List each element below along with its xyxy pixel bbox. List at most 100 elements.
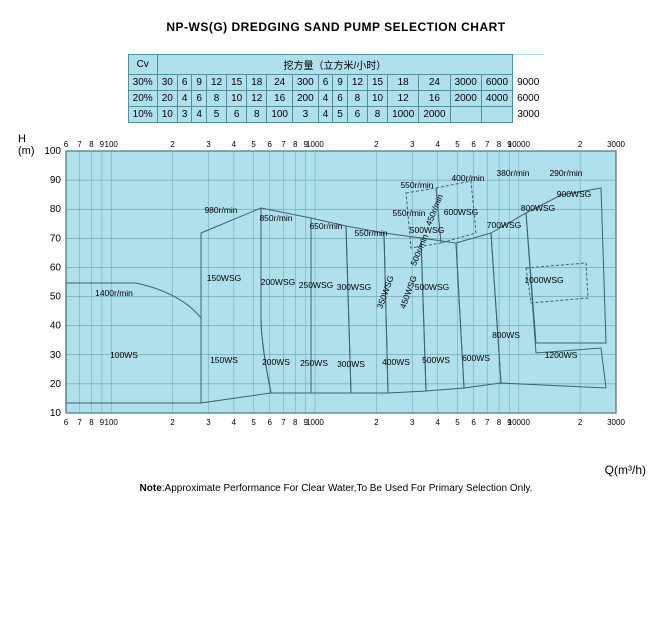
data-cell: 5 — [206, 107, 226, 123]
svg-text:10000: 10000 — [508, 140, 531, 149]
svg-text:50: 50 — [50, 292, 62, 303]
svg-text:150WSG: 150WSG — [207, 273, 242, 283]
data-cell: 3 — [293, 107, 319, 123]
data-cell: 10 — [157, 107, 177, 123]
svg-text:90: 90 — [50, 175, 62, 186]
svg-text:200WSG: 200WSG — [261, 277, 296, 287]
data-cell: 100 — [267, 107, 293, 123]
data-cell: 9 — [333, 75, 348, 91]
svg-text:6: 6 — [471, 140, 476, 149]
svg-text:7: 7 — [485, 418, 490, 427]
svg-text:8: 8 — [89, 418, 94, 427]
svg-text:200WS: 200WS — [262, 357, 290, 367]
data-cell: 3000 — [450, 75, 481, 91]
chart-title: NP-WS(G) DREDGING SAND PUMP SELECTION CH… — [10, 20, 662, 34]
data-cell: 18 — [247, 75, 267, 91]
data-cell: 1000 — [388, 107, 419, 123]
data-cell: 8 — [206, 91, 226, 107]
svg-text:250WS: 250WS — [300, 358, 328, 368]
right-cell: 9000 — [513, 75, 544, 91]
svg-text:1000: 1000 — [306, 418, 324, 427]
svg-text:3: 3 — [206, 140, 211, 149]
svg-text:100: 100 — [105, 140, 119, 149]
svg-text:8: 8 — [293, 418, 298, 427]
data-cell: 6000 — [481, 75, 512, 91]
blank — [513, 55, 544, 75]
svg-text:150WS: 150WS — [210, 355, 238, 365]
cv-cell: 20% — [128, 91, 157, 107]
data-cell: 6 — [177, 75, 192, 91]
data-cell: 18 — [388, 75, 419, 91]
svg-text:650r/min: 650r/min — [309, 221, 342, 231]
svg-text:7: 7 — [281, 140, 286, 149]
data-cell: 24 — [419, 75, 450, 91]
data-cell: 8 — [347, 91, 367, 107]
data-cell: 6 — [192, 91, 207, 107]
svg-text:30: 30 — [50, 350, 62, 361]
svg-text:800WSG: 800WSG — [521, 203, 556, 213]
svg-text:550r/min: 550r/min — [392, 208, 425, 218]
data-cell: 15 — [367, 75, 387, 91]
svg-text:500WSG: 500WSG — [415, 282, 450, 292]
svg-text:2: 2 — [170, 140, 175, 149]
data-cell: 4000 — [481, 91, 512, 107]
svg-text:2: 2 — [374, 418, 379, 427]
svg-text:5: 5 — [251, 418, 256, 427]
svg-text:10: 10 — [50, 408, 62, 419]
svg-text:500WS: 500WS — [422, 355, 450, 365]
svg-text:6: 6 — [64, 140, 69, 149]
svg-text:5: 5 — [455, 418, 460, 427]
data-cell: 4 — [318, 107, 333, 123]
right-cell: 6000 — [513, 91, 544, 107]
data-cell: 6 — [318, 75, 333, 91]
x-axis-label: Q(m³/h) — [605, 463, 646, 477]
data-cell: 8 — [367, 107, 387, 123]
svg-text:850r/min: 850r/min — [259, 213, 292, 223]
svg-text:100WS: 100WS — [110, 350, 138, 360]
svg-text:290r/min: 290r/min — [549, 168, 582, 178]
svg-text:10000: 10000 — [508, 418, 531, 427]
svg-text:550r/min: 550r/min — [400, 180, 433, 190]
svg-text:6: 6 — [471, 418, 476, 427]
svg-text:7: 7 — [485, 140, 490, 149]
svg-text:400r/min: 400r/min — [451, 173, 484, 183]
cv-cell: 10% — [128, 107, 157, 123]
svg-text:5: 5 — [455, 140, 460, 149]
svg-text:1400r/min: 1400r/min — [95, 288, 133, 298]
svg-text:300WSG: 300WSG — [337, 282, 372, 292]
data-cell: 20 — [157, 91, 177, 107]
svg-text:600WS: 600WS — [462, 353, 490, 363]
data-cell: 15 — [227, 75, 247, 91]
cv-header: Cv — [128, 55, 157, 75]
data-cell: 3 — [177, 107, 192, 123]
svg-text:1000WSG: 1000WSG — [524, 275, 563, 285]
data-cell: 12 — [388, 91, 419, 107]
svg-text:6: 6 — [268, 140, 273, 149]
footer-note: Note:Approximate Performance For Clear W… — [10, 483, 662, 494]
data-cell: 30 — [157, 75, 177, 91]
svg-text:100: 100 — [105, 418, 119, 427]
svg-text:3: 3 — [410, 418, 415, 427]
svg-text:1000: 1000 — [306, 140, 324, 149]
svg-text:3000: 3000 — [607, 418, 625, 427]
data-cell: 10 — [367, 91, 387, 107]
svg-text:400WS: 400WS — [382, 357, 410, 367]
svg-text:100: 100 — [44, 146, 61, 157]
svg-text:980r/min: 980r/min — [204, 205, 237, 215]
cv-table: Cv 挖方量（立方米/小时） 30%3069121518243006912151… — [128, 54, 545, 123]
svg-text:8: 8 — [89, 140, 94, 149]
svg-text:2: 2 — [170, 418, 175, 427]
svg-text:800WS: 800WS — [492, 330, 520, 340]
svg-text:8: 8 — [293, 140, 298, 149]
data-cell: 6 — [333, 91, 348, 107]
data-cell: 4 — [318, 91, 333, 107]
svg-text:6: 6 — [268, 418, 273, 427]
data-cell: 16 — [267, 91, 293, 107]
svg-text:380r/min: 380r/min — [496, 168, 529, 178]
data-cell: 8 — [247, 107, 267, 123]
data-cell: 12 — [206, 75, 226, 91]
data-cell: 12 — [347, 75, 367, 91]
svg-text:6: 6 — [64, 418, 69, 427]
svg-text:2: 2 — [578, 140, 583, 149]
main-header: 挖方量（立方米/小时） — [157, 55, 512, 75]
